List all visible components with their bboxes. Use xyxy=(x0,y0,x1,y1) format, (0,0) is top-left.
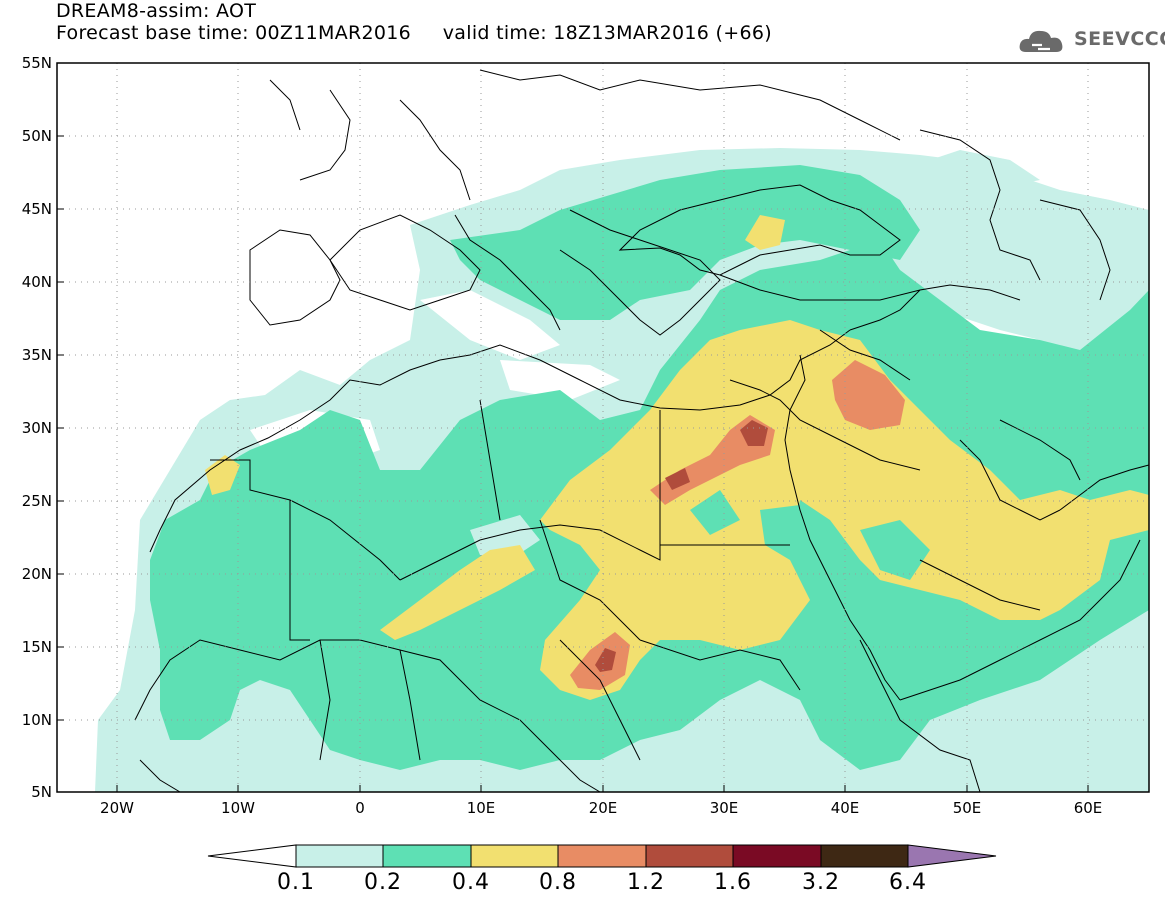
lat-label: 50N xyxy=(21,127,52,145)
aot-contour-0.4 xyxy=(540,320,1149,700)
aot-clear-area xyxy=(470,515,540,560)
lon-label: 0 xyxy=(355,799,365,817)
colorbar xyxy=(207,844,997,868)
lat-label: 45N xyxy=(21,200,52,218)
colorbar-label: 0.1 xyxy=(277,870,315,895)
colorbar-label: 3.2 xyxy=(802,870,840,895)
aot-contour-0.4-crimea xyxy=(745,215,785,250)
lat-label: 25N xyxy=(21,492,52,510)
aot-clear-area xyxy=(760,505,820,560)
colorbar-label: 0.4 xyxy=(452,870,490,895)
seevccc-logo: SEEVCCC xyxy=(1018,26,1165,56)
lon-label: 10W xyxy=(221,799,255,817)
aot-contour-0.4-morocco xyxy=(205,455,240,495)
aot-contour-0.1-black-sea xyxy=(900,150,1040,190)
colorbar-swatch-7 xyxy=(820,844,909,868)
colorbar-label: 0.8 xyxy=(539,870,577,895)
lat-label: 55N xyxy=(21,54,52,72)
lat-label: 15N xyxy=(21,638,52,656)
lat-label: 40N xyxy=(21,273,52,291)
lat-label: 30N xyxy=(21,419,52,437)
colorbar-swatch-2 xyxy=(382,844,472,868)
aot-contour-1.2 xyxy=(740,420,768,446)
logo-text: SEEVCCC xyxy=(1074,28,1165,50)
colorbar-swatch-1 xyxy=(295,844,384,868)
colorbar-label: 6.4 xyxy=(889,870,927,895)
forecast-times: Forecast base time: 00Z11MAR2016 valid t… xyxy=(56,22,772,44)
aot-clear-area xyxy=(860,520,930,580)
aot-clear-area xyxy=(420,290,560,360)
graticule xyxy=(57,63,1149,792)
aot-contour-0.4-west xyxy=(380,545,535,640)
lat-label: 20N xyxy=(21,565,52,583)
lon-label: 10E xyxy=(466,799,496,817)
coastlines xyxy=(134,69,1149,792)
lon-label: 40E xyxy=(830,799,860,817)
colorbar-label: 0.2 xyxy=(364,870,402,895)
aot-clear-area xyxy=(500,360,620,400)
colorbar-over-arrow xyxy=(907,844,997,868)
lon-label: 30E xyxy=(709,799,739,817)
lon-label: 20E xyxy=(588,799,618,817)
lon-label: 20W xyxy=(100,799,134,817)
colorbar-label: 1.6 xyxy=(714,870,752,895)
lat-label: 5N xyxy=(31,783,52,801)
aot-contour-0.8-arabia xyxy=(832,360,905,430)
colorbar-label: 1.2 xyxy=(627,870,665,895)
lon-label: 50E xyxy=(952,799,982,817)
colorbar-swatch-5 xyxy=(645,844,734,868)
aot-clear-area xyxy=(690,490,740,535)
lon-label: 60E xyxy=(1073,799,1103,817)
aot-contour-1.2-b xyxy=(665,468,690,490)
cloud-icon xyxy=(1019,30,1063,52)
lat-label: 10N xyxy=(21,711,52,729)
colorbar-swatch-6 xyxy=(732,844,822,868)
colorbar-swatch-4 xyxy=(557,844,647,868)
map-title: DREAM8-assim: AOT xyxy=(56,0,257,22)
lat-label: 35N xyxy=(21,346,52,364)
aot-contour-0.2-north xyxy=(450,165,920,320)
aot-contour-1.2-chad xyxy=(595,648,616,672)
colorbar-swatch-3 xyxy=(470,844,559,868)
colorbar-under-arrow xyxy=(207,844,297,868)
axis-ticks xyxy=(57,62,1089,792)
